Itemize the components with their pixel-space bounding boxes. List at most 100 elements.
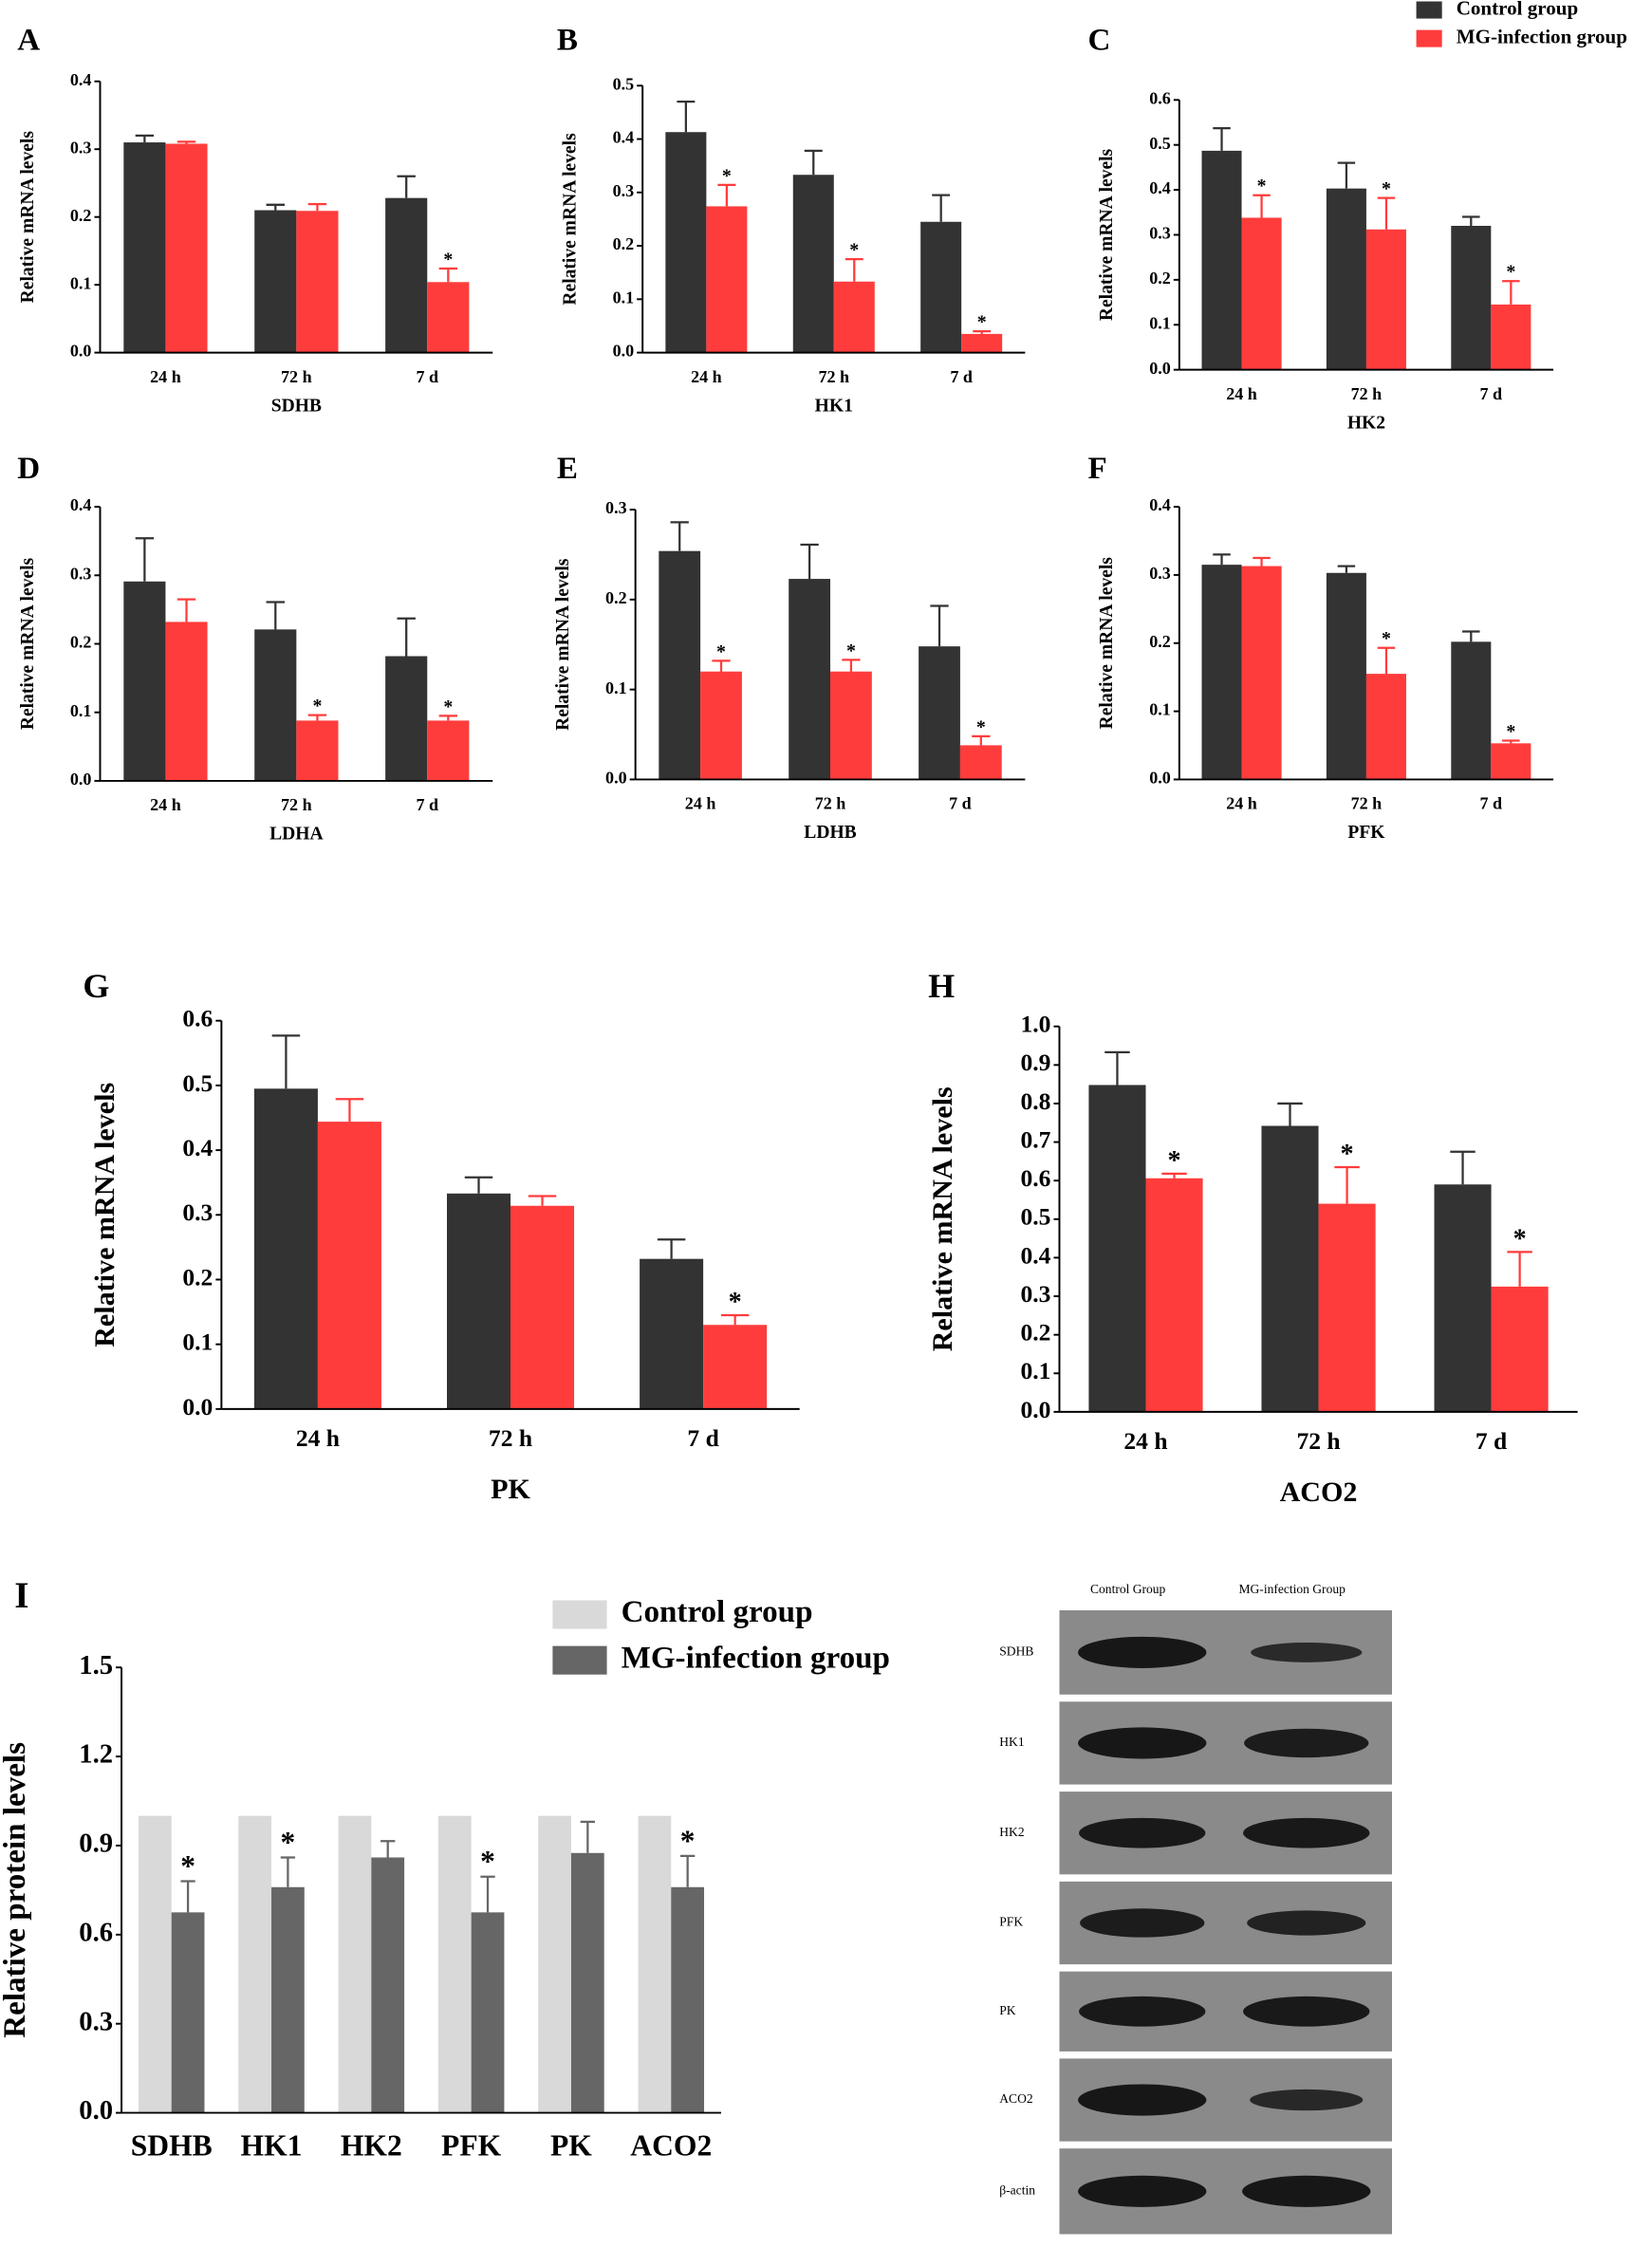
x-axis-label: HK2 [1347,413,1385,433]
x-tick-label: 24 h [1226,384,1257,403]
error-bar [266,203,285,211]
x-tick-label: 7 d [1480,794,1503,813]
bar [253,1088,318,1409]
blot-column-label: MG-infection Group [1239,1582,1346,1596]
bar [427,282,470,353]
bar [1241,217,1282,370]
y-tick-label: 0.4 [70,70,92,89]
bar [254,629,297,781]
bar [296,211,339,353]
legend-label: MG-infection group [622,1641,890,1675]
panel-label: H [928,967,955,1005]
y-tick-label: 0.4 [1020,1241,1050,1269]
blot-row-label: ACO2 [999,2091,1033,2106]
significance-mark: * [312,696,322,716]
significance-mark: * [281,1826,296,1859]
bar [1491,304,1531,370]
y-tick-label: 0.5 [613,74,635,93]
error-bar [528,1195,557,1206]
legend-swatch [1416,1,1442,19]
x-tick-label: 24 h [1123,1427,1167,1455]
panel-label: I [14,1575,28,1616]
y-tick-label: 0.3 [1149,564,1171,583]
bar [123,581,166,781]
y-tick-label: 0.3 [182,1198,213,1226]
x-tick-label: 7 d [949,794,972,813]
panel-label: G [83,967,109,1005]
y-axis-label: Relative protein levels [0,1742,32,2038]
x-tick-label: 72 h [1296,1427,1340,1455]
y-axis-label: Relative mRNA levels [553,558,573,731]
error-bar [932,194,951,222]
bar [671,1886,705,2113]
x-tick-label: 24 h [685,794,716,813]
bar [471,1912,505,2113]
error-bar [176,140,196,144]
x-tick-label: 24 h [150,367,181,386]
x-tick-label: 72 h [818,367,849,386]
legend-swatch [552,1600,607,1629]
blot-band [1251,1642,1363,1662]
significance-mark: * [1341,1140,1354,1169]
x-axis-label: PFK [1347,823,1385,843]
x-tick-label: 72 h [281,795,312,814]
bar [792,175,834,353]
bar [1326,188,1366,370]
bar [271,1886,305,2113]
bar [165,622,208,781]
error-bar [679,1854,696,1887]
bar [640,1258,704,1409]
error-bar [677,101,696,133]
y-tick-label: 0.0 [1149,769,1171,788]
y-tick-label: 0.0 [613,342,635,361]
blot-band [1244,1728,1369,1758]
y-tick-label: 0.1 [70,273,92,292]
y-tick-label: 0.6 [1020,1164,1050,1192]
significance-mark: * [1168,1146,1181,1176]
x-tick-label: 7 d [416,795,438,814]
y-tick-label: 0.0 [70,342,92,361]
y-tick-label: 0.0 [79,2096,113,2126]
bar [138,1815,172,2113]
error-bar [464,1176,493,1194]
y-tick-label: 0.3 [1020,1280,1050,1308]
bar [1365,674,1406,780]
significance-mark: * [977,312,987,333]
error-bar [135,537,155,582]
y-tick-label: 0.4 [1149,178,1171,197]
blot-band [1078,2175,1207,2207]
y-tick-label: 0.1 [1149,313,1171,332]
bar [570,1852,604,2113]
x-tick-label: 24 h [1226,794,1257,813]
bar [700,671,742,780]
y-tick-label: 0.3 [70,138,92,157]
significance-mark: * [722,165,732,186]
legend-label: MG-infection group [1457,25,1627,47]
y-tick-label: 0.2 [182,1263,213,1291]
y-tick-label: 0.1 [70,701,92,720]
error-bar [1253,194,1271,218]
y-tick-label: 0.3 [70,564,92,583]
significance-mark: * [1257,176,1267,196]
error-bar [1462,630,1480,642]
error-bar [800,543,819,580]
y-tick-label: 0.5 [182,1069,213,1097]
y-axis-label: Relative mRNA levels [88,1083,121,1347]
y-tick-label: 0.2 [1149,269,1171,288]
y-tick-label: 0.1 [1020,1357,1050,1384]
error-bar [930,604,949,647]
y-tick-label: 0.4 [613,128,635,147]
legend-swatch [552,1645,607,1675]
error-bar [135,134,155,143]
error-bar [180,1880,195,1913]
panel-label: E [557,452,578,486]
significance-mark: * [680,1824,696,1857]
y-tick-label: 0.0 [1149,359,1171,378]
y-tick-label: 0.5 [1149,134,1171,153]
y-axis-label: Relative mRNA levels [560,133,580,306]
error-bar [438,715,458,721]
error-bar [972,734,991,746]
bar [706,206,748,353]
